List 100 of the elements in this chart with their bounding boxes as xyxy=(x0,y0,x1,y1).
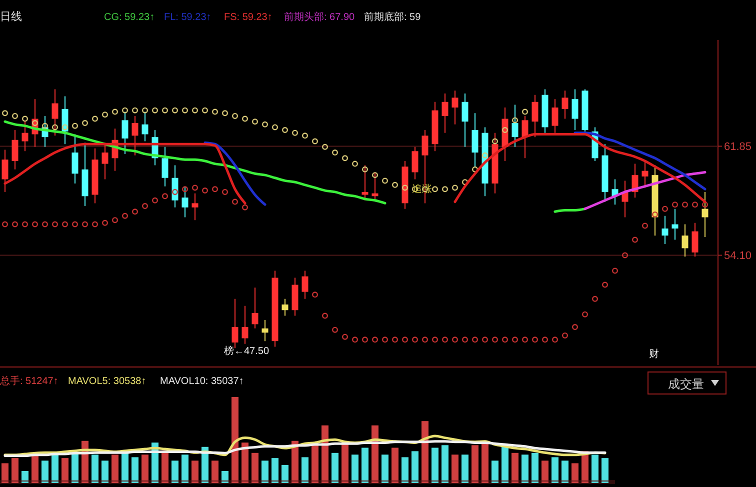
point xyxy=(362,166,368,172)
bar xyxy=(62,458,68,483)
chart-title: 日线 xyxy=(0,10,22,23)
bar xyxy=(402,457,408,483)
point xyxy=(302,132,308,139)
candlestick xyxy=(2,149,8,192)
point xyxy=(112,108,118,115)
bar xyxy=(482,442,488,483)
candlestick xyxy=(532,94,538,138)
point xyxy=(472,166,478,172)
point xyxy=(152,107,158,114)
candlestick xyxy=(52,88,58,136)
y-tick-label: 61.85 xyxy=(724,141,752,154)
point xyxy=(492,138,498,144)
bar xyxy=(102,460,108,483)
bar xyxy=(192,460,198,483)
bar xyxy=(122,452,128,483)
y-tick-label: 54.10 xyxy=(724,250,752,262)
point xyxy=(232,112,238,119)
candlestick xyxy=(662,215,668,245)
bar xyxy=(502,445,508,483)
candlestick xyxy=(162,146,168,187)
bar xyxy=(332,452,338,483)
bar xyxy=(222,470,228,483)
bar xyxy=(562,460,568,483)
bar xyxy=(142,454,148,483)
point xyxy=(92,116,98,122)
point xyxy=(172,107,178,114)
point xyxy=(442,186,448,192)
bar xyxy=(392,448,398,483)
bar xyxy=(572,463,578,483)
point xyxy=(392,182,398,188)
point xyxy=(332,150,338,156)
point xyxy=(482,152,488,158)
bar xyxy=(272,458,278,483)
bar xyxy=(92,454,98,483)
annotation: 榜←47.50 xyxy=(224,345,270,357)
point xyxy=(222,110,228,116)
bar xyxy=(312,445,318,483)
point xyxy=(82,120,88,126)
bar xyxy=(2,463,8,483)
bar xyxy=(412,451,418,483)
line-series xyxy=(584,171,706,210)
point xyxy=(242,116,248,122)
candlestick xyxy=(132,115,138,156)
bar xyxy=(462,454,468,483)
candlestick xyxy=(522,115,528,159)
point xyxy=(312,138,318,144)
candlestick xyxy=(682,224,688,258)
bar xyxy=(382,454,388,483)
point xyxy=(512,117,518,124)
bar xyxy=(352,454,358,483)
point xyxy=(432,186,438,192)
bar xyxy=(302,457,308,483)
point xyxy=(272,124,278,130)
candlestick xyxy=(102,142,108,180)
text: 总手: 51247↑ xyxy=(0,375,58,387)
candlestick xyxy=(702,191,708,238)
point xyxy=(102,112,108,118)
candlestick xyxy=(512,104,518,148)
annotation: 财 xyxy=(649,348,659,360)
candlestick xyxy=(62,96,68,145)
bar xyxy=(232,397,238,483)
bar xyxy=(452,454,458,483)
point xyxy=(342,155,348,162)
bar xyxy=(132,457,138,483)
point xyxy=(282,127,288,134)
point xyxy=(322,144,328,150)
candlestick xyxy=(692,222,698,258)
candlestick xyxy=(552,98,558,134)
point xyxy=(2,110,8,116)
candlestick xyxy=(462,92,468,148)
point xyxy=(132,107,138,114)
candlestick xyxy=(302,270,308,300)
bar xyxy=(542,460,548,483)
point xyxy=(202,107,208,114)
bar xyxy=(552,457,558,483)
bar xyxy=(492,460,498,483)
point xyxy=(122,107,128,114)
bar xyxy=(532,452,538,483)
candlestick xyxy=(442,92,448,134)
point xyxy=(522,108,528,115)
text: MAVOL10: 35037↑ xyxy=(160,376,244,387)
candlestick xyxy=(182,186,188,218)
point xyxy=(382,178,388,184)
bar xyxy=(512,452,518,483)
candlestick xyxy=(452,90,458,125)
point xyxy=(452,184,458,191)
bar xyxy=(342,442,348,483)
text: 前期头部: 67.90 xyxy=(284,11,356,23)
point xyxy=(162,107,168,114)
text: FS: 59.23↑ xyxy=(224,12,272,23)
bar xyxy=(252,452,258,483)
candlestick xyxy=(12,130,18,170)
point xyxy=(462,179,468,186)
text: 前期底部: 59 xyxy=(364,11,422,23)
point xyxy=(262,121,268,128)
candlestick xyxy=(672,208,678,240)
bar xyxy=(472,445,478,483)
point xyxy=(62,124,68,130)
